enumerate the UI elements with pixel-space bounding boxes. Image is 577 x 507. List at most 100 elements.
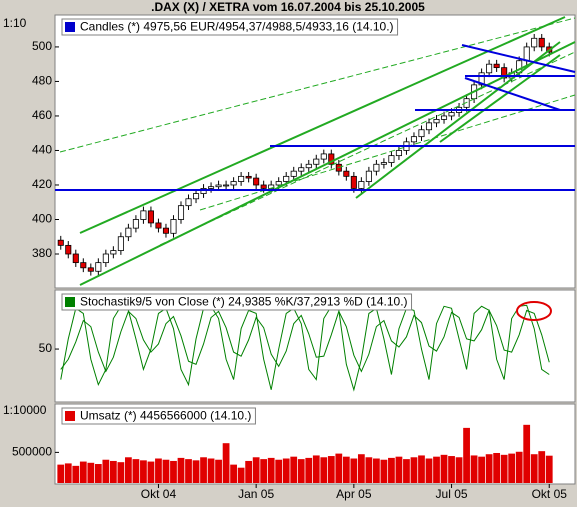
volume-bar	[147, 461, 155, 483]
volume-bar	[125, 457, 132, 483]
volume-bar	[275, 459, 283, 483]
volume-bar	[380, 459, 388, 483]
volume-bar	[342, 456, 350, 483]
legend-label: Candles (*) 4975,56 EUR/4954,37/4988,5/4…	[80, 20, 394, 34]
y-tick-label: 440	[32, 143, 52, 157]
volume-bar	[327, 456, 335, 483]
volume-bar	[155, 458, 162, 483]
legend-box	[61, 293, 413, 311]
volume-bar	[388, 457, 395, 483]
x-tick-label: Apr 05	[336, 487, 372, 501]
volume-bar	[207, 458, 215, 483]
volume-bar	[117, 462, 125, 483]
candle-body	[283, 175, 290, 182]
volume-bar	[320, 457, 328, 483]
trend-lines	[55, 16, 576, 321]
scale-label: 1:10	[3, 16, 27, 30]
candle-body	[328, 153, 335, 165]
candle-body	[125, 227, 132, 238]
volume-bar	[403, 459, 410, 483]
volume-bar	[260, 459, 268, 483]
volume-bar	[493, 452, 501, 483]
candle-body	[245, 175, 252, 179]
volume-bar	[132, 459, 140, 483]
candle-body	[305, 163, 312, 169]
volume-bar	[245, 460, 253, 483]
channel-line	[464, 77, 561, 111]
price-pane	[54, 14, 576, 289]
candle-body	[140, 210, 147, 220]
stochastic-line	[60, 309, 550, 373]
volume-bar	[290, 456, 298, 483]
candle-body	[110, 250, 117, 255]
volume-bar	[545, 455, 553, 483]
x-tick-label: Jan 05	[238, 487, 274, 501]
candle-body	[72, 253, 79, 264]
candle-body	[57, 239, 64, 246]
volume-bar	[523, 424, 531, 483]
candle-body	[523, 46, 530, 62]
candle-body	[531, 37, 538, 48]
candle-body	[230, 181, 237, 186]
candle-body	[365, 170, 372, 182]
volume-bar	[350, 458, 358, 483]
volume-bar	[200, 457, 207, 483]
volume-bar	[282, 458, 290, 483]
volume-bar	[470, 455, 478, 483]
volume-bar	[485, 454, 493, 483]
volume-bar	[237, 467, 245, 483]
candle-body	[95, 262, 102, 272]
trend-line	[355, 41, 561, 199]
candle-body	[290, 170, 297, 177]
candle-body	[238, 175, 245, 182]
volume-bar	[140, 460, 147, 483]
volume-bar	[267, 457, 275, 483]
candle-body	[410, 136, 417, 143]
volume-bar	[185, 459, 192, 483]
candle-body	[298, 167, 305, 172]
y-tick-label: 380	[32, 246, 52, 260]
volume-bar	[252, 457, 260, 483]
volume-bar	[335, 453, 343, 483]
candle-body	[358, 181, 365, 189]
volume-bar	[373, 458, 380, 483]
channel-line	[461, 44, 576, 73]
trend-line	[79, 41, 576, 286]
volume-bar	[102, 459, 110, 483]
legend-swatch	[65, 411, 75, 421]
candle-body	[395, 150, 402, 157]
candle-body	[448, 112, 455, 117]
chart-title: .DAX (X) / XETRA vom 16.07.2004 bis 25.1…	[151, 0, 425, 14]
candle-body	[486, 63, 493, 74]
candle-body	[253, 177, 260, 186]
volume-bar	[222, 443, 230, 483]
volume-bar	[478, 456, 485, 483]
legend-label: Umsatz (*) 4456566000 (14.10.)	[80, 409, 251, 423]
legend-box	[61, 18, 399, 36]
candle-body	[463, 98, 470, 108]
candle-body	[433, 119, 440, 124]
volume-bar	[500, 454, 508, 483]
legend-swatch	[65, 297, 75, 307]
candle-body	[538, 37, 545, 48]
y-tick-label: 500000	[12, 445, 52, 459]
volume-bar	[508, 453, 516, 483]
volume-bar	[64, 463, 72, 483]
candle-body	[192, 193, 200, 200]
trend-line	[79, 16, 566, 234]
volume-bar	[365, 457, 373, 483]
y-tick-label: 50	[39, 341, 53, 355]
volume-bar	[440, 454, 448, 483]
candle-body	[132, 219, 139, 229]
candle-body	[350, 175, 357, 189]
volume-bar	[87, 462, 95, 483]
volume-bar	[433, 456, 440, 483]
volume-bar	[515, 451, 523, 483]
volume-bar	[312, 455, 320, 483]
candle-body	[170, 219, 177, 234]
legend-box	[61, 407, 256, 425]
volume-bar	[170, 460, 177, 483]
x-tick-label: Jul 05	[436, 487, 468, 501]
volume-bar	[538, 451, 546, 483]
